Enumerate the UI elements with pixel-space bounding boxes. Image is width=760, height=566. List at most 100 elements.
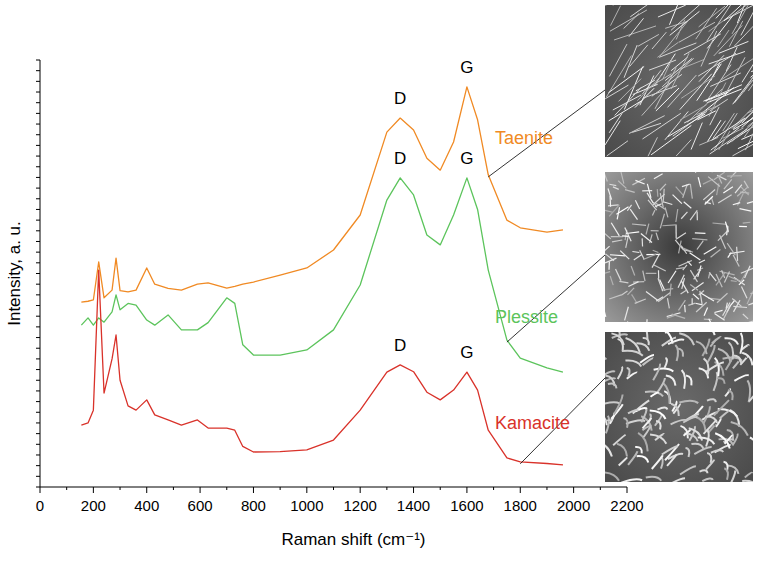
sem-fibre	[671, 53, 689, 89]
sem-fibre	[620, 172, 624, 184]
sem-fibre	[724, 435, 732, 444]
sem-fibre	[690, 210, 697, 220]
sem-fibre	[705, 196, 713, 204]
sem-fibre	[629, 116, 665, 134]
sem-fibre	[650, 434, 666, 443]
peak-label: G	[460, 58, 473, 77]
y-tick	[36, 390, 40, 391]
sem-fibre	[670, 284, 671, 296]
sem-fibre	[628, 282, 638, 287]
series-label: Plessite	[495, 307, 558, 327]
sem-fibre	[731, 280, 737, 282]
peak-label: G	[460, 343, 473, 362]
sem-fibre	[679, 241, 682, 254]
sem-fibre	[690, 253, 701, 260]
peak-label: D	[394, 89, 406, 108]
sem-fibre	[619, 457, 628, 465]
sem-fibre	[676, 233, 686, 240]
sem-fibre	[642, 190, 652, 191]
spectrum-line	[81, 87, 563, 302]
sem-fibre	[614, 26, 656, 40]
sem-fibre	[623, 418, 627, 428]
sem-fibre	[723, 302, 730, 315]
sem-fibre	[719, 41, 749, 53]
sem-fibre	[657, 42, 678, 57]
y-tick	[36, 305, 40, 306]
sem-fibre	[669, 5, 686, 25]
sem-fibre	[691, 444, 703, 449]
sem-fibre	[720, 411, 729, 418]
sem-fibre	[647, 184, 651, 198]
sem-fibre	[618, 367, 623, 379]
x-minor-tick	[546, 487, 547, 490]
x-minor-tick	[440, 487, 441, 490]
sem-fibre	[725, 338, 739, 344]
sem-fibre	[710, 129, 748, 154]
sem-fibre	[750, 438, 753, 453]
sem-fibre	[686, 375, 692, 385]
sem-fibre	[605, 420, 613, 425]
y-tick	[36, 358, 40, 359]
sem-fibre	[632, 123, 661, 132]
series-label: Kamacite	[495, 413, 570, 433]
sem-fibre	[751, 60, 753, 71]
sem-fibre	[732, 108, 753, 129]
sem-fibre	[745, 321, 753, 322]
y-tick	[36, 273, 40, 274]
sem-fibre	[621, 291, 627, 295]
sem-fibre	[609, 44, 627, 76]
sem-fibre	[646, 319, 648, 322]
sem-fibre	[641, 233, 652, 242]
x-tick	[573, 487, 574, 493]
x-minor-tick	[66, 487, 67, 490]
sem-fibre	[681, 290, 688, 294]
y-tick	[36, 348, 40, 349]
y-tick	[36, 444, 40, 445]
y-tick	[36, 220, 40, 221]
sem-fibre	[714, 400, 729, 415]
sem-fibre	[643, 254, 656, 259]
sem-fibre	[740, 192, 749, 193]
sem-fibre	[668, 114, 705, 137]
sem-fibre	[608, 66, 644, 92]
sem-fibre	[699, 368, 709, 378]
sem-image	[605, 0, 760, 157]
sem-fibre	[666, 478, 685, 482]
sem-fibre	[744, 98, 753, 138]
sem-fibre	[668, 271, 676, 283]
x-tick	[253, 487, 254, 493]
sem-fibre	[698, 437, 715, 444]
sem-fibre	[632, 178, 645, 185]
sem-fibre	[709, 272, 710, 278]
sem-fibre	[632, 294, 638, 303]
y-tick	[36, 422, 40, 423]
x-minor-tick	[493, 487, 494, 490]
sem-fibre	[609, 113, 622, 132]
sem-fibre	[711, 450, 723, 452]
y-tick	[36, 241, 40, 242]
sem-fibre	[703, 190, 715, 200]
sem-fibre	[684, 305, 686, 312]
sem-fibre	[679, 260, 692, 266]
sem-fibre	[726, 303, 727, 309]
sem-fibre	[643, 271, 645, 282]
sem-fibre	[727, 465, 738, 474]
y-tick	[36, 465, 40, 466]
x-tick	[200, 487, 201, 493]
sem-fibre	[628, 451, 637, 465]
sem-fibre	[609, 205, 619, 217]
sem-fibre	[731, 422, 748, 436]
sem-fibre	[656, 233, 658, 240]
sem-fibre	[658, 293, 670, 302]
sem-fibre	[697, 241, 703, 250]
sem-fibre	[725, 57, 745, 95]
sem-fibre	[718, 195, 731, 203]
sem-fibre	[727, 470, 735, 482]
sem-fibre	[654, 368, 674, 371]
sem-fibre	[695, 172, 697, 173]
y-tick	[36, 284, 40, 285]
x-minor-tick	[600, 487, 601, 490]
sem-fibre	[733, 65, 753, 104]
sem-fibre	[676, 268, 685, 269]
sem-fibre	[663, 202, 672, 205]
